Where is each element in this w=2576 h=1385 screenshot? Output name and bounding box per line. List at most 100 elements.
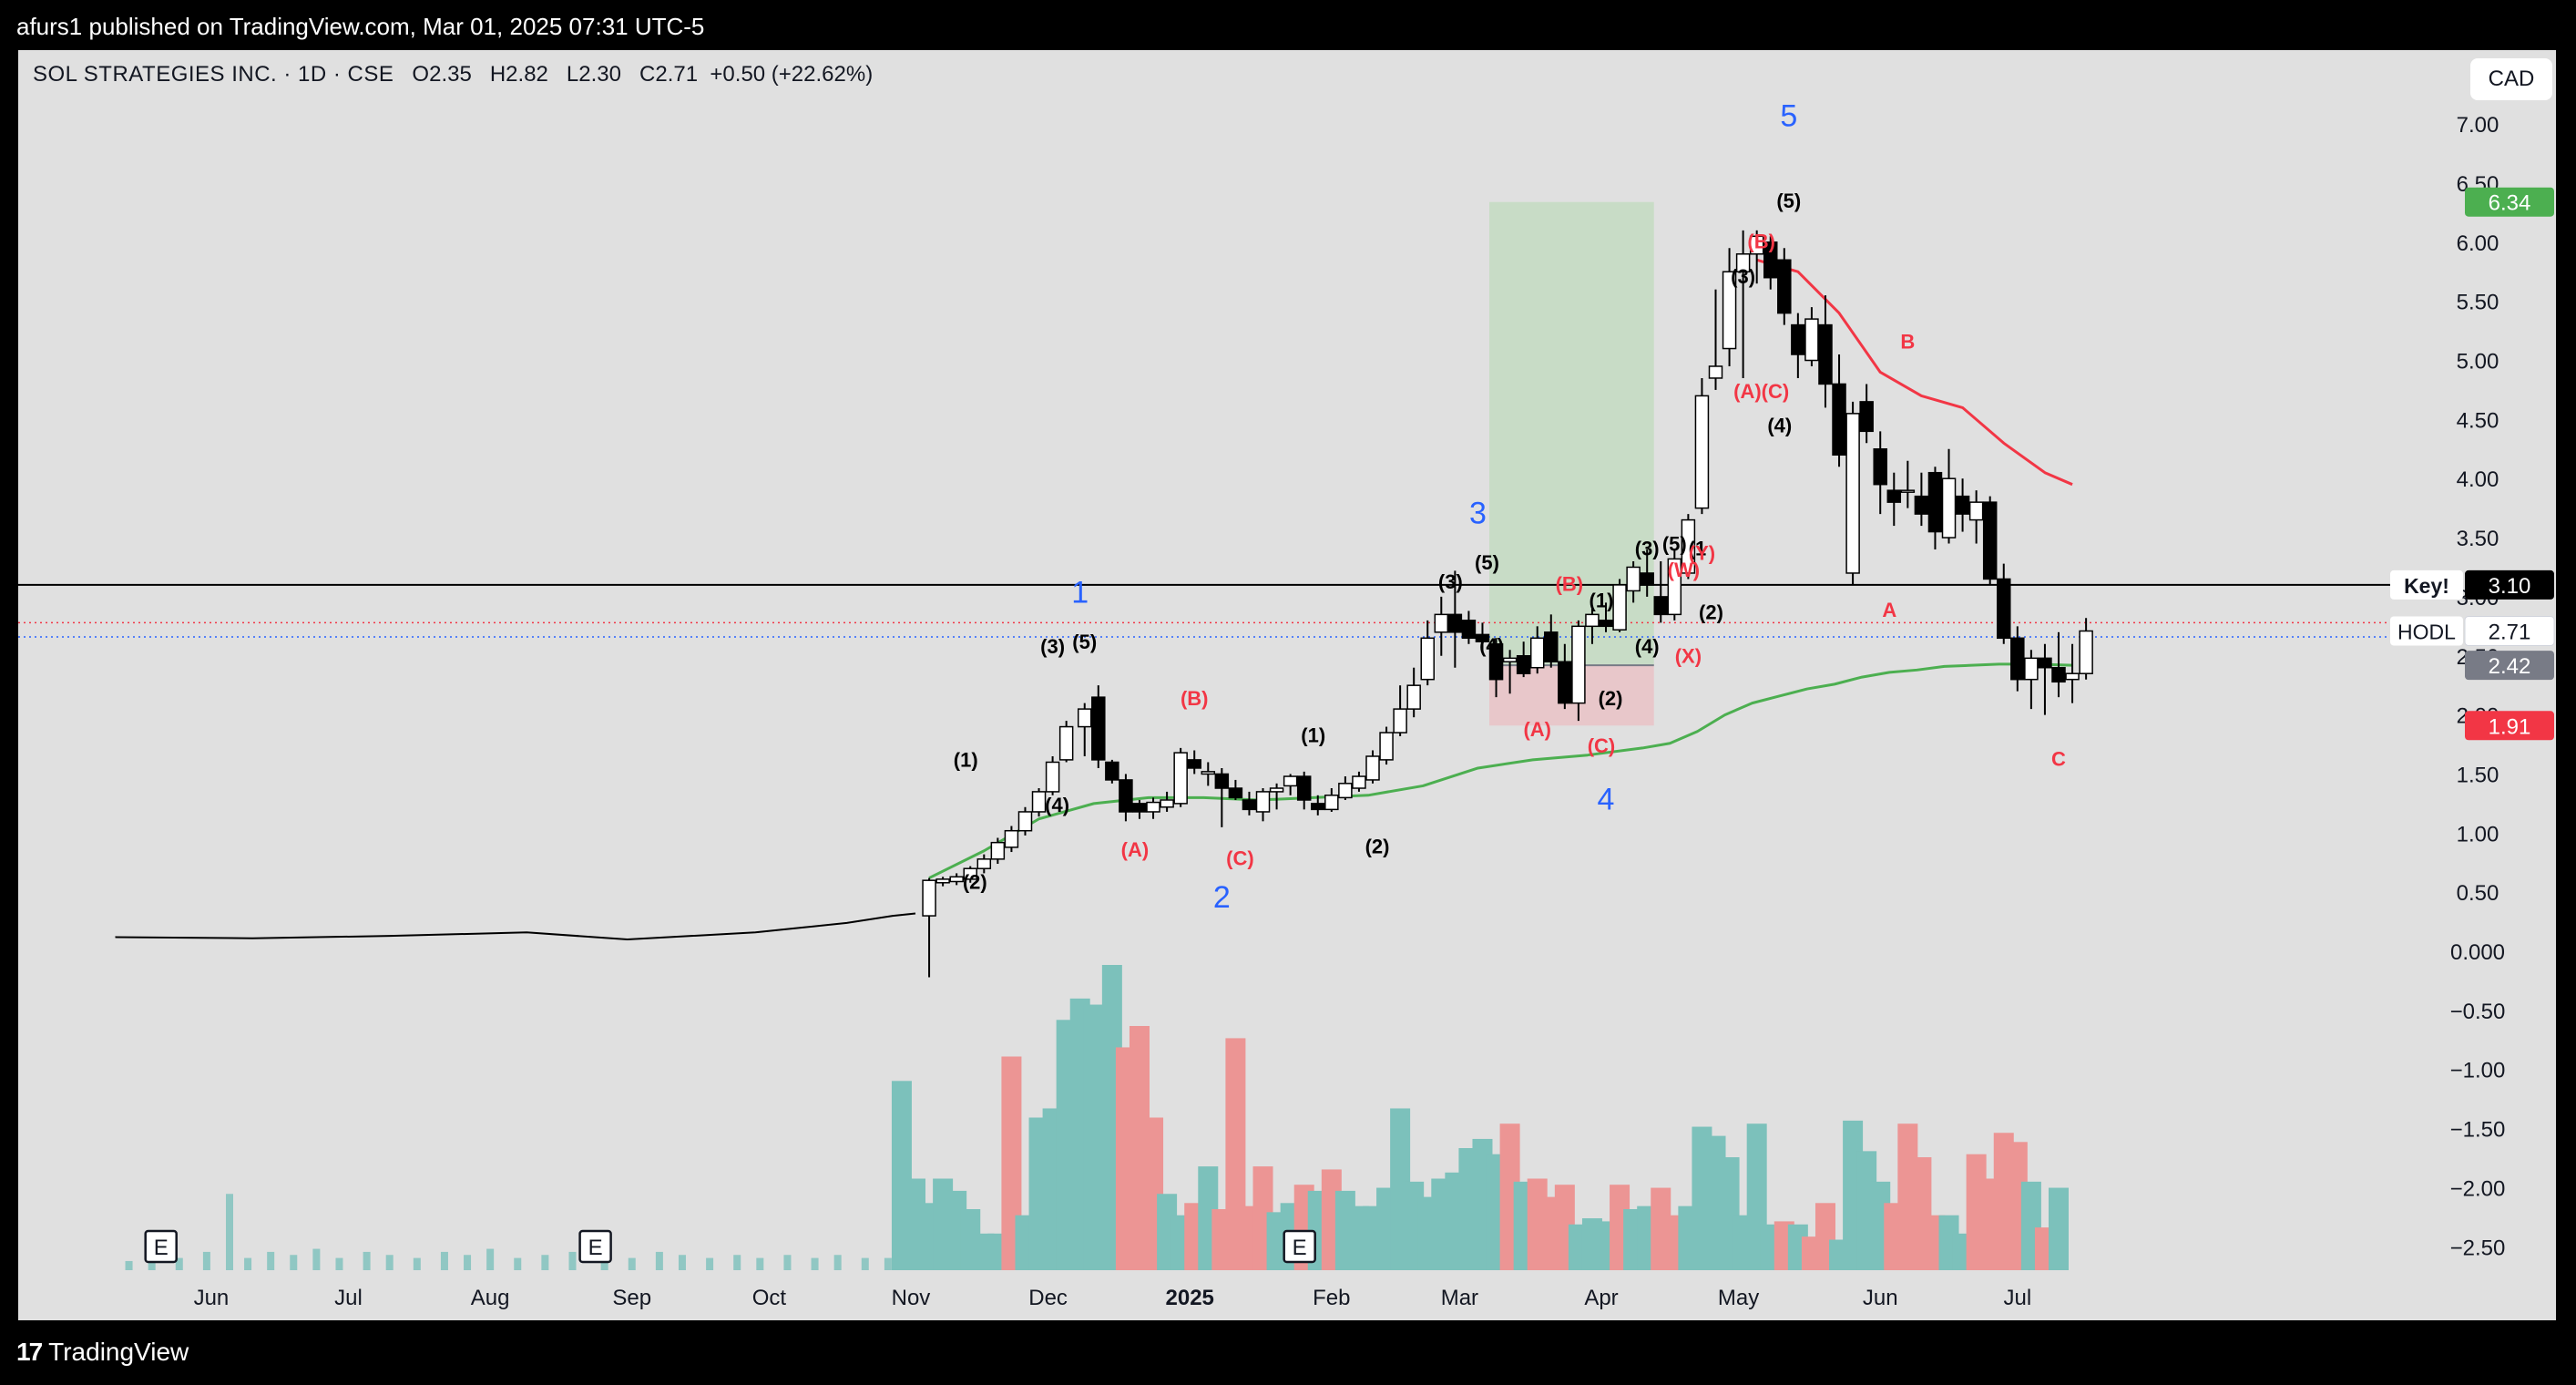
candle[interactable]	[1722, 248, 1737, 366]
candle[interactable]	[1502, 650, 1518, 694]
candle[interactable]	[1763, 236, 1778, 290]
candle[interactable]	[1214, 767, 1230, 827]
candle[interactable]	[1927, 467, 1943, 550]
candle[interactable]	[976, 854, 992, 874]
target-zone[interactable]	[1489, 201, 1654, 666]
candle[interactable]	[1352, 771, 1366, 792]
hodl-tag[interactable]	[2390, 616, 2463, 646]
candle[interactable]	[1228, 779, 1243, 800]
candle[interactable]	[1160, 791, 1174, 812]
candle[interactable]	[2010, 626, 2025, 692]
candle[interactable]	[1735, 230, 1751, 378]
candle[interactable]	[1845, 401, 1860, 585]
candle[interactable]	[1146, 797, 1160, 819]
footer-brand[interactable]: 17 TradingView	[16, 1338, 189, 1367]
candle[interactable]	[2038, 643, 2052, 715]
candle[interactable]	[1585, 608, 1600, 644]
candle[interactable]	[1886, 472, 1902, 527]
candle[interactable]	[1571, 620, 1586, 722]
candle[interactable]	[1031, 788, 1047, 817]
candle[interactable]	[2051, 631, 2066, 698]
candle[interactable]	[2079, 618, 2093, 680]
candle[interactable]	[1832, 354, 1846, 467]
candle[interactable]	[1488, 638, 1504, 698]
candle[interactable]	[1242, 791, 1257, 816]
candle[interactable]	[1653, 560, 1669, 623]
candle[interactable]	[1599, 602, 1613, 632]
candle[interactable]	[1694, 377, 1710, 515]
candle[interactable]	[1900, 460, 1916, 508]
candle[interactable]	[1749, 230, 1764, 284]
candle[interactable]	[1004, 826, 1019, 853]
candle[interactable]	[1393, 685, 1407, 736]
candle[interactable]	[1017, 806, 1033, 836]
candle[interactable]	[1447, 570, 1463, 668]
candle[interactable]	[1914, 472, 1929, 527]
target-price-label[interactable]	[2465, 187, 2554, 217]
candle[interactable]	[1119, 774, 1133, 822]
candle[interactable]	[1311, 795, 1325, 816]
candle[interactable]	[1804, 307, 1819, 366]
candle[interactable]	[1461, 610, 1477, 644]
candle[interactable]	[1255, 788, 1271, 822]
candle[interactable]	[922, 877, 936, 978]
candle[interactable]	[990, 837, 1006, 865]
candle[interactable]	[1091, 685, 1106, 768]
earnings-marker[interactable]: E	[578, 1229, 612, 1264]
candle[interactable]	[949, 873, 964, 886]
symbol-title[interactable]: SOL STRATEGIES INC. · 1D · CSE	[33, 62, 394, 87]
candle[interactable]	[1626, 560, 1641, 603]
candle[interactable]	[1269, 783, 1284, 810]
candle[interactable]	[1529, 626, 1545, 674]
candle[interactable]	[1420, 620, 1435, 686]
candle[interactable]	[1873, 431, 1887, 515]
hodl-price-label[interactable]	[2464, 616, 2555, 647]
candle[interactable]	[1296, 771, 1312, 810]
candle[interactable]	[1982, 496, 1998, 585]
candle[interactable]	[2024, 650, 2039, 710]
candle[interactable]	[1475, 622, 1490, 651]
candle[interactable]	[1077, 703, 1092, 756]
key-price-label[interactable]	[2465, 569, 2554, 600]
candle[interactable]	[1558, 643, 1572, 710]
candle[interactable]	[1968, 490, 1984, 544]
candle[interactable]	[1791, 313, 1805, 378]
candle[interactable]	[1859, 384, 1874, 444]
candle[interactable]	[1640, 549, 1654, 597]
candle[interactable]	[1681, 514, 1696, 580]
candle[interactable]	[1379, 726, 1394, 765]
candle[interactable]	[935, 877, 950, 887]
candle[interactable]	[1283, 774, 1298, 795]
currency-button[interactable]: CAD	[2470, 58, 2552, 100]
candle[interactable]	[1201, 762, 1216, 786]
candle[interactable]	[1708, 289, 1723, 390]
candle[interactable]	[1818, 295, 1833, 408]
candle[interactable]	[1516, 641, 1531, 678]
candle[interactable]	[1338, 776, 1353, 800]
candle[interactable]	[1434, 596, 1449, 656]
candle[interactable]	[963, 866, 977, 883]
candle[interactable]	[1406, 667, 1421, 718]
candle[interactable]	[1132, 799, 1147, 819]
candle[interactable]	[2065, 643, 2080, 703]
stop-price-label[interactable]	[2465, 711, 2554, 741]
candle[interactable]	[1667, 549, 1682, 621]
candle[interactable]	[1955, 478, 1970, 532]
earnings-marker[interactable]: E	[144, 1229, 178, 1264]
earnings-marker[interactable]: E	[1283, 1229, 1316, 1264]
ma-fast-line[interactable]	[1756, 258, 2073, 487]
candle[interactable]	[1105, 759, 1119, 784]
key-tag[interactable]	[2390, 569, 2463, 600]
candle[interactable]	[1612, 579, 1627, 632]
candle[interactable]	[1777, 248, 1792, 325]
candle[interactable]	[1324, 788, 1339, 812]
candle[interactable]	[1187, 750, 1201, 775]
candle[interactable]	[1045, 755, 1060, 795]
candle[interactable]	[1173, 747, 1188, 807]
candle[interactable]	[1365, 750, 1380, 784]
entry-price-label[interactable]	[2465, 651, 2554, 681]
candle[interactable]	[1058, 721, 1074, 763]
candle[interactable]	[1941, 448, 1957, 544]
candle[interactable]	[1997, 563, 2011, 644]
